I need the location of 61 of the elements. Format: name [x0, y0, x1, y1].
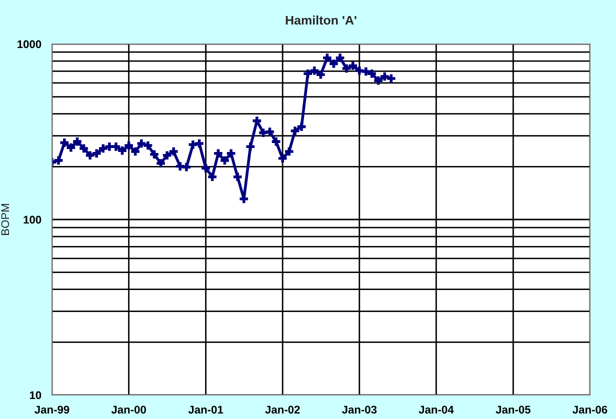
x-tick-label: Jan-03 [342, 406, 377, 414]
point [188, 140, 198, 149]
point [162, 151, 172, 160]
point [284, 147, 294, 156]
point [272, 137, 280, 146]
chart-title: Hamilton 'A' [286, 15, 356, 25]
point [290, 126, 300, 136]
point [150, 150, 158, 159]
point [304, 69, 312, 78]
point [220, 156, 229, 165]
point [336, 54, 344, 62]
point [266, 128, 274, 136]
point [226, 149, 236, 158]
x-tick-label: Jan-02 [265, 406, 300, 414]
point [144, 141, 152, 150]
x-tick-label: Jan-99 [34, 406, 70, 414]
point [208, 172, 216, 182]
point [124, 141, 133, 150]
x-tick-label: Jan-00 [111, 406, 146, 414]
point [98, 144, 108, 153]
y-axis-title: BOPM [1, 204, 10, 235]
point [86, 151, 94, 160]
point [131, 147, 140, 156]
point [80, 144, 88, 153]
point [316, 70, 325, 79]
point [310, 66, 319, 75]
point [278, 154, 287, 163]
point [374, 76, 382, 85]
point [380, 72, 389, 81]
point [182, 162, 191, 172]
x-tick-label: Jan-04 [418, 406, 454, 414]
y-tick-label: 1000 [18, 40, 42, 48]
y-tick-label: 10 [30, 391, 42, 400]
point [233, 172, 242, 182]
point [54, 156, 63, 165]
point [118, 146, 126, 155]
x-tick-label: Jan-05 [496, 406, 530, 414]
point [202, 164, 210, 172]
point [73, 137, 82, 146]
point [362, 67, 370, 76]
point [387, 74, 396, 83]
point [297, 122, 306, 131]
point [66, 143, 76, 152]
point [214, 149, 222, 158]
y-tick-label: 100 [24, 216, 42, 224]
point [330, 60, 338, 68]
point [348, 62, 358, 70]
point [246, 142, 255, 151]
point [195, 139, 204, 148]
point [92, 149, 101, 158]
point [60, 138, 69, 147]
point [342, 64, 351, 73]
point [323, 54, 332, 62]
point [355, 66, 364, 75]
x-tick-label: Jan-06 [572, 406, 608, 414]
x-tick-label: Jan-01 [188, 406, 224, 414]
point [368, 69, 376, 78]
point [169, 147, 178, 156]
point [156, 159, 165, 168]
point [137, 139, 146, 148]
point [112, 142, 120, 151]
